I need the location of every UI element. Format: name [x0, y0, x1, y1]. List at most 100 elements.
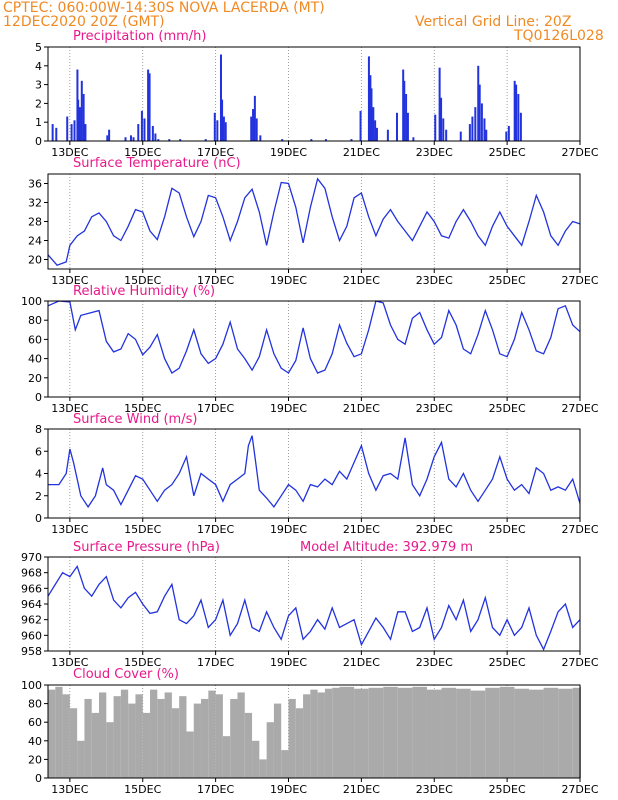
x-tick-label: 23DEC [416, 274, 453, 287]
y-tick-label: 80 [28, 698, 42, 711]
cloud-bar [317, 692, 325, 778]
x-tick-label: 21DEC [343, 274, 380, 287]
wind-panel: 0 2 4 6 8 13DEC 15DEC 17DEC 19DEC 21DEC 23DEC 25DEC… [35, 423, 599, 536]
y-tick-label: 966 [21, 582, 42, 595]
y-tick-label: 40 [28, 735, 42, 748]
y-tick-label: 24 [28, 235, 42, 248]
precip-bar [216, 120, 219, 141]
y-tick-label: 958 [21, 645, 42, 658]
y-tick-label: 40 [28, 353, 42, 366]
wind-line [48, 435, 581, 509]
precip-bar [485, 129, 488, 141]
pressure-line [47, 564, 581, 651]
y-tick-label: 6 [35, 445, 42, 458]
cloud-bar [514, 688, 529, 778]
precip-bar [412, 137, 415, 141]
cloud-bar [120, 689, 129, 778]
cloud-bar [295, 708, 304, 778]
cloud-bar [128, 703, 136, 778]
cloud-bar [179, 696, 187, 778]
precip-bar [519, 112, 522, 141]
cloud-bar [186, 731, 194, 778]
precip-bar [77, 99, 80, 141]
temp-panel: 20 24 28 32 36 13DEC 15DEC 17DEC 19DEC 21DEC 23DEC… [28, 173, 599, 287]
cloud-bar [48, 689, 56, 778]
precip-bar [434, 114, 437, 141]
cloud-bar [55, 686, 63, 778]
x-tick-label: 13DEC [51, 146, 88, 159]
y-tick-label: 28 [28, 216, 42, 229]
precip-bar [477, 65, 480, 141]
precip-bar [505, 131, 508, 141]
cloud-bar [237, 692, 245, 778]
precip-bar [143, 118, 146, 141]
x-tick-label: 21DEC [343, 402, 380, 415]
x-tick-label: 19DEC [270, 783, 307, 796]
header-grid-line: Vertical Grid Line: 20Z [415, 14, 572, 30]
x-tick-label: 17DEC [197, 402, 234, 415]
precip-bar [124, 137, 127, 141]
cloud-bar [324, 688, 333, 778]
cloud-bar [244, 712, 253, 778]
y-tick-label: 4 [35, 468, 42, 481]
precip-bar [140, 110, 143, 141]
precip-bar [147, 69, 150, 141]
x-tick-label: 21DEC [343, 783, 380, 796]
cloud-bar [193, 703, 202, 778]
rh-line [47, 300, 581, 374]
cloud-bar [572, 687, 580, 778]
y-tick-label: 4 [35, 60, 42, 73]
precip-bar [370, 88, 373, 141]
precip-bar [51, 124, 54, 141]
precip-bar [168, 139, 171, 141]
cloud-bar [106, 722, 114, 778]
cloud-bar [485, 687, 500, 778]
precip-bar [480, 103, 483, 141]
cloud-bar [266, 722, 274, 778]
x-tick-label: 17DEC [197, 656, 234, 669]
precip-bar [372, 107, 375, 141]
precip-bar [78, 107, 81, 141]
panel-frame [47, 684, 581, 779]
y-tick-label: 36 [28, 178, 42, 191]
precip-bar [179, 139, 182, 141]
precip-bar [252, 109, 255, 141]
panel-frame [47, 46, 581, 142]
cloud-bar [303, 694, 311, 778]
cloud-bar [412, 686, 427, 778]
x-tick-label: 27DEC [561, 656, 598, 669]
x-tick-label: 19DEC [270, 656, 307, 669]
precip-bar [148, 73, 151, 141]
cloud-bar [157, 698, 165, 778]
y-tick-label: 8 [35, 423, 42, 436]
x-tick-label: 23DEC [416, 402, 453, 415]
model-altitude-label: Model Altitude: 392.979 m [300, 540, 474, 555]
cloud-panel: 0 20 40 60 80 100 13DEC 15DEC 17DEC 19DEC 21DEC 23D… [21, 679, 599, 796]
precip-bar [221, 99, 224, 141]
y-tick-label: 0 [35, 772, 42, 785]
x-tick-label: 23DEC [416, 146, 453, 159]
precip-bar [253, 95, 256, 141]
precip-bar [359, 110, 362, 141]
cloud-bar [310, 689, 318, 778]
cloud-bar [441, 687, 457, 778]
y-tick-label: 32 [28, 197, 42, 210]
y-tick-label: 20 [28, 254, 42, 267]
precip-bar [474, 107, 477, 141]
precip-bar [440, 97, 443, 141]
precip-bar [402, 69, 405, 141]
cloud-bar [77, 740, 85, 778]
y-tick-label: 60 [28, 333, 42, 346]
cloud-bar [91, 712, 100, 778]
x-tick-label: 19DEC [270, 274, 307, 287]
x-tick-label: 19DEC [270, 146, 307, 159]
y-tick-label: 60 [28, 716, 42, 729]
precip-bar [513, 80, 516, 141]
panel-frame [47, 556, 581, 652]
pressure-panel: 958 960 962 964 966 968 970 13DEC 15DEC 17DEC 19DE… [21, 551, 599, 669]
x-tick-label: 19DEC [270, 402, 307, 415]
x-tick-label: 27DEC [561, 523, 598, 536]
cloud-bar [171, 708, 180, 778]
precip-bar [80, 80, 83, 141]
y-tick-label: 80 [28, 314, 42, 327]
